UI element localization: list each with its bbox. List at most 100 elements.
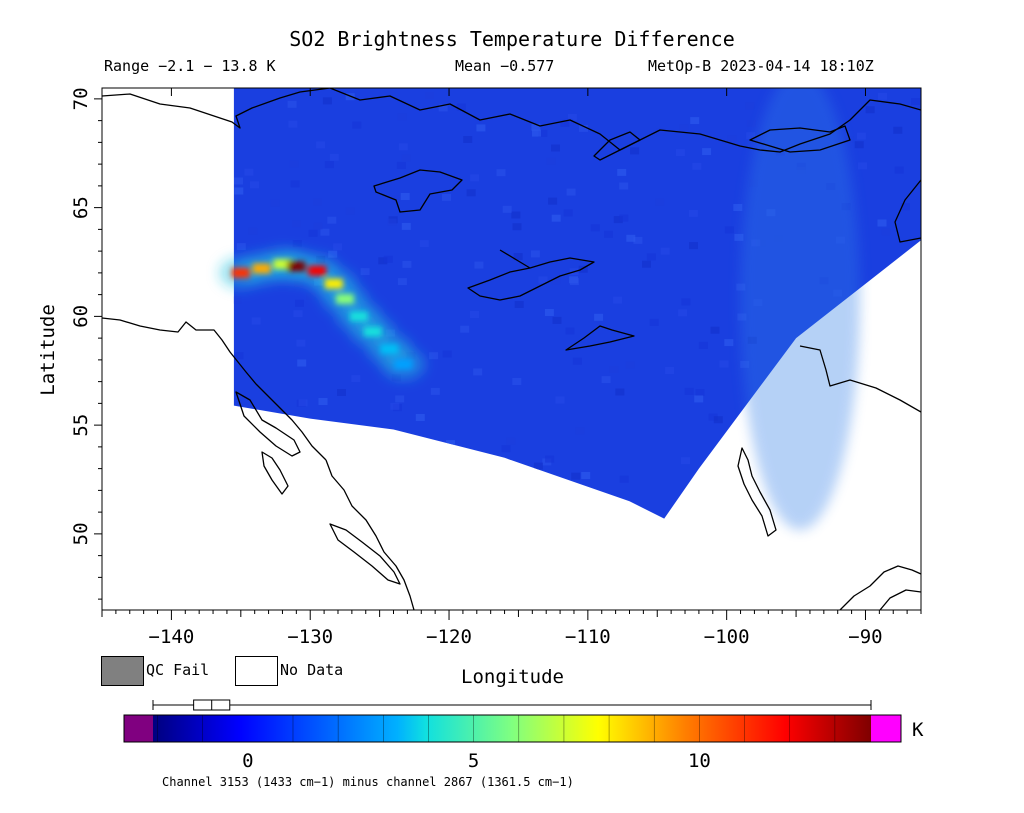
mean-value-label: Mean −0.577 <box>455 57 555 75</box>
plume-core <box>231 259 413 370</box>
swath-pixel <box>692 482 702 490</box>
swath-pixel <box>844 136 854 143</box>
swath-pixel <box>552 316 562 324</box>
swath-pixel <box>688 209 698 217</box>
swath-pixel <box>619 182 629 190</box>
us-border-region <box>799 345 921 413</box>
colorbar-under <box>124 715 153 742</box>
swath-pixel <box>885 277 895 285</box>
swath-pixel <box>681 298 691 306</box>
swath-pixel <box>569 278 579 286</box>
swath-pixel <box>578 265 588 273</box>
swath-pixel <box>511 211 521 219</box>
swath-pixel <box>251 317 261 325</box>
swath-pixel <box>514 301 524 308</box>
swath-pixel <box>313 198 322 206</box>
swath-pixel <box>655 198 665 206</box>
swath-pixel <box>727 135 737 143</box>
x-axis: −140 −130 −120 −110 −100 −90 <box>101 88 922 648</box>
x-tick-label: −130 <box>287 626 333 648</box>
swath-pixel <box>233 296 242 304</box>
x-axis-label: Longitude <box>461 666 564 688</box>
swath-pixel <box>383 255 393 263</box>
swath-pixel <box>678 309 688 317</box>
swath-pixel <box>708 413 718 421</box>
swath-pixel <box>501 459 511 467</box>
swath-pixel <box>745 102 755 110</box>
swath-pixel <box>881 228 891 236</box>
swath-pixel <box>609 366 619 373</box>
swath-pixel <box>512 378 522 385</box>
swath-pixel <box>626 234 636 242</box>
swath-pixel <box>296 339 306 347</box>
swath-pixel <box>625 361 635 369</box>
arctic-island-1 <box>593 131 641 161</box>
swath-pixel <box>551 144 560 152</box>
lake-athabasca <box>565 325 635 351</box>
swath-pixel <box>530 250 540 258</box>
swath-pixel <box>551 488 561 495</box>
swath-pixel <box>345 207 355 215</box>
swath-pixel <box>337 389 346 396</box>
swath-pixel <box>442 193 451 201</box>
x-tick-label: −120 <box>426 626 472 648</box>
swath-pixel <box>567 113 577 121</box>
swath-pixel <box>533 462 543 470</box>
plume-cell <box>380 344 399 354</box>
swath-pixel <box>911 98 920 105</box>
colorbar-gradient <box>153 715 871 742</box>
swath-pixel <box>565 327 575 335</box>
swath-pixel <box>590 224 600 232</box>
y-axis: 70 65 60 55 50 <box>70 87 102 600</box>
swath-pixel <box>446 440 455 448</box>
swath-pixel <box>531 123 541 131</box>
hudson-bay-west-coast <box>894 179 921 243</box>
colorbar-tick-label: 0 <box>242 750 254 772</box>
swath-pixel <box>890 467 900 475</box>
swath-pixel <box>496 169 506 177</box>
swath-pixel <box>885 347 895 355</box>
swath-pixel <box>234 352 244 360</box>
vancouver-island <box>329 523 401 585</box>
swath-pixel <box>515 467 525 475</box>
swath-pixel <box>538 276 548 284</box>
no-data-swatch <box>235 656 278 686</box>
colorbar-tick-label: 5 <box>467 750 480 772</box>
swath-pixel <box>724 339 734 347</box>
colorbar-frame <box>123 714 902 743</box>
colorbar-boxplot <box>152 699 872 711</box>
swath-pixel <box>333 243 343 251</box>
qc-fail-label: QC Fail <box>146 661 210 679</box>
swath-pixel <box>397 113 407 121</box>
swath-pixel <box>501 445 511 453</box>
swath-pixel <box>684 387 694 395</box>
swath-pixel <box>688 495 697 503</box>
swath-pixel <box>543 498 553 506</box>
swath-pixel <box>502 205 512 213</box>
swath-pixel <box>512 223 522 231</box>
swath-pixel <box>746 132 756 140</box>
swath-pixel <box>665 367 675 374</box>
alaska-panhandle-islands <box>235 391 301 457</box>
swath-pixel <box>619 475 629 483</box>
y-axis-label: Latitude <box>37 304 59 396</box>
swath-pixel <box>299 419 309 427</box>
coastlines <box>102 88 921 610</box>
haida-gwaii <box>261 451 289 495</box>
swath-pixel <box>324 161 334 169</box>
swath-pixel <box>401 154 411 162</box>
swath-pixel <box>340 478 350 486</box>
swath-pixel <box>545 455 555 463</box>
colorbar-unit: K <box>912 719 924 741</box>
swath-pixel <box>352 121 362 129</box>
swath-pixel <box>242 424 252 432</box>
swath-pixel <box>442 350 452 358</box>
great-lakes <box>839 565 921 610</box>
swath-pixel <box>856 132 866 140</box>
swath-pixel <box>698 341 708 349</box>
swath-pixel <box>571 472 581 480</box>
swath-pixel <box>865 106 875 114</box>
swath-pixel <box>298 399 308 407</box>
plume-cell <box>324 278 343 289</box>
swath-pixel <box>551 277 561 285</box>
